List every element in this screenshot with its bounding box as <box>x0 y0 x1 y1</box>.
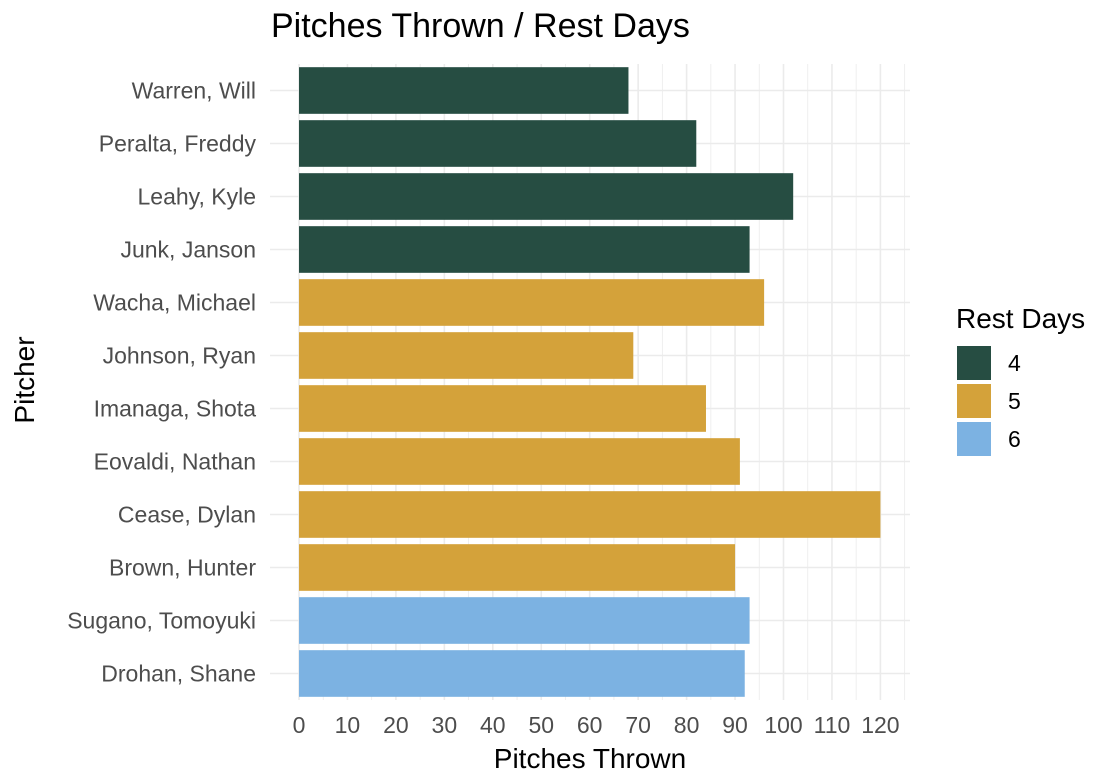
legend-swatch <box>957 384 991 418</box>
bar <box>299 385 706 432</box>
bar <box>299 544 736 591</box>
y-axis-title: Pitcher <box>9 336 40 423</box>
x-tick-labels: 0 10 20 30 40 50 60 70 80 90 100 110 120 <box>293 712 900 738</box>
bar <box>299 491 881 538</box>
y-tick-label: Leahy, Kyle <box>138 184 256 210</box>
x-axis-title: Pitches Thrown <box>494 743 686 774</box>
x-tick-label: 90 <box>722 712 748 738</box>
x-tick-label: 10 <box>335 712 361 738</box>
y-tick-label: Eovaldi, Nathan <box>94 449 256 475</box>
x-tick-label: 120 <box>861 712 899 738</box>
x-tick-label: 0 <box>293 712 306 738</box>
y-tick-label: Imanaga, Shota <box>94 396 257 422</box>
legend-label: 6 <box>1008 426 1021 452</box>
legend-label: 5 <box>1008 388 1021 414</box>
bar <box>299 279 765 326</box>
bar <box>299 67 629 114</box>
grid <box>270 64 910 700</box>
bar <box>299 173 794 220</box>
y-tick-label: Sugano, Tomoyuki <box>67 608 256 634</box>
bar <box>299 438 740 485</box>
y-tick-label: Cease, Dylan <box>118 502 256 528</box>
y-tick-label: Drohan, Shane <box>101 661 256 687</box>
bar <box>299 650 745 697</box>
x-tick-label: 30 <box>432 712 458 738</box>
x-tick-label: 100 <box>764 712 802 738</box>
x-tick-label: 20 <box>383 712 409 738</box>
y-tick-label: Johnson, Ryan <box>103 343 256 369</box>
legend-swatch <box>957 422 991 456</box>
y-tick-label: Junk, Janson <box>120 237 256 263</box>
bar <box>299 226 750 273</box>
x-tick-label: 70 <box>625 712 651 738</box>
x-tick-label: 40 <box>480 712 506 738</box>
y-tick-label: Warren, Will <box>132 78 256 104</box>
y-tick-labels: Warren, Will Peralta, Freddy Leahy, Kyle Ju… <box>67 78 256 687</box>
x-tick-label: 60 <box>577 712 603 738</box>
legend-swatch <box>957 346 991 380</box>
legend-label: 4 <box>1008 350 1021 376</box>
bars <box>299 67 881 697</box>
bar <box>299 597 750 644</box>
x-tick-label: 50 <box>528 712 554 738</box>
x-tick-label: 80 <box>674 712 700 738</box>
y-tick-label: Peralta, Freddy <box>99 131 257 157</box>
legend: Rest Days 4 5 6 <box>956 303 1085 456</box>
y-tick-label: Brown, Hunter <box>109 555 256 581</box>
bar <box>299 332 634 379</box>
legend-title: Rest Days <box>956 303 1085 334</box>
y-tick-label: Wacha, Michael <box>93 290 256 316</box>
bar <box>299 120 697 167</box>
chart-title: Pitches Thrown / Rest Days <box>271 7 690 45</box>
x-tick-label: 110 <box>814 712 851 738</box>
